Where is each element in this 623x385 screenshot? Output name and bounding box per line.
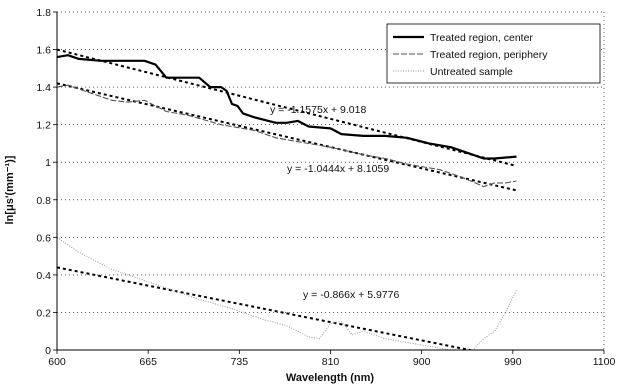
y-tick-label: 1.6 — [36, 45, 51, 57]
trendline-equation: y = -1.1575x + 9.018 — [270, 104, 366, 116]
trendline-equation: y = -1.0444x + 8.1059 — [287, 163, 389, 175]
y-tick-label: 0.4 — [36, 270, 51, 282]
legend-label: Untreated sample — [430, 66, 513, 78]
y-tick-label: 0.8 — [36, 195, 51, 207]
x-tick-label: 665 — [139, 356, 157, 368]
series-line-2 — [57, 84, 517, 188]
axes — [53, 11, 605, 354]
trendline-1 — [57, 48, 517, 167]
trendline-equations: y = -1.1575x + 9.018 y = -1.0444x + 8.105… — [270, 104, 399, 301]
x-tick-label: 600 — [48, 356, 66, 368]
trendline-2 — [57, 82, 517, 192]
y-tick-label: 0 — [45, 345, 51, 357]
trendline-3 — [57, 266, 475, 350]
x-tick-label: 810 — [322, 356, 340, 368]
y-tick-label: 0.2 — [36, 307, 51, 319]
series-line-1 — [57, 54, 517, 160]
legend-label: Treated region, periphery — [430, 49, 548, 61]
trendline-equation: y = -0.866x + 5.9776 — [303, 289, 399, 301]
legend-label: Treated region, center — [430, 32, 533, 44]
y-tick-label: 1.8 — [36, 7, 51, 19]
tick-labels: 0 0.2 0.4 0.6 0.8 1 1.2 1.4 1.6 1.8 600 665 735 810 90… — [36, 7, 615, 368]
legend: Treated region, center Treated region, pe… — [386, 23, 601, 84]
y-tick-label: 1.4 — [36, 82, 51, 94]
legend-entries: Treated region, center Treated region, pe… — [393, 32, 548, 78]
y-tick-label: 1.2 — [36, 120, 51, 132]
x-tick-label: 1100 — [593, 356, 616, 368]
x-tick-label: 990 — [504, 356, 522, 368]
y-tick-label: 1 — [45, 157, 51, 169]
series-lines — [57, 54, 517, 350]
x-tick-label: 900 — [413, 356, 431, 368]
series-line-3 — [57, 236, 517, 350]
trendlines — [57, 48, 517, 350]
x-tick-label: 735 — [231, 356, 249, 368]
y-tick-label: 0.6 — [36, 232, 51, 244]
y-axis-title: ln[μs'(mm⁻¹)] — [4, 155, 16, 224]
x-axis-title: Wavelength (nm) — [286, 372, 375, 384]
